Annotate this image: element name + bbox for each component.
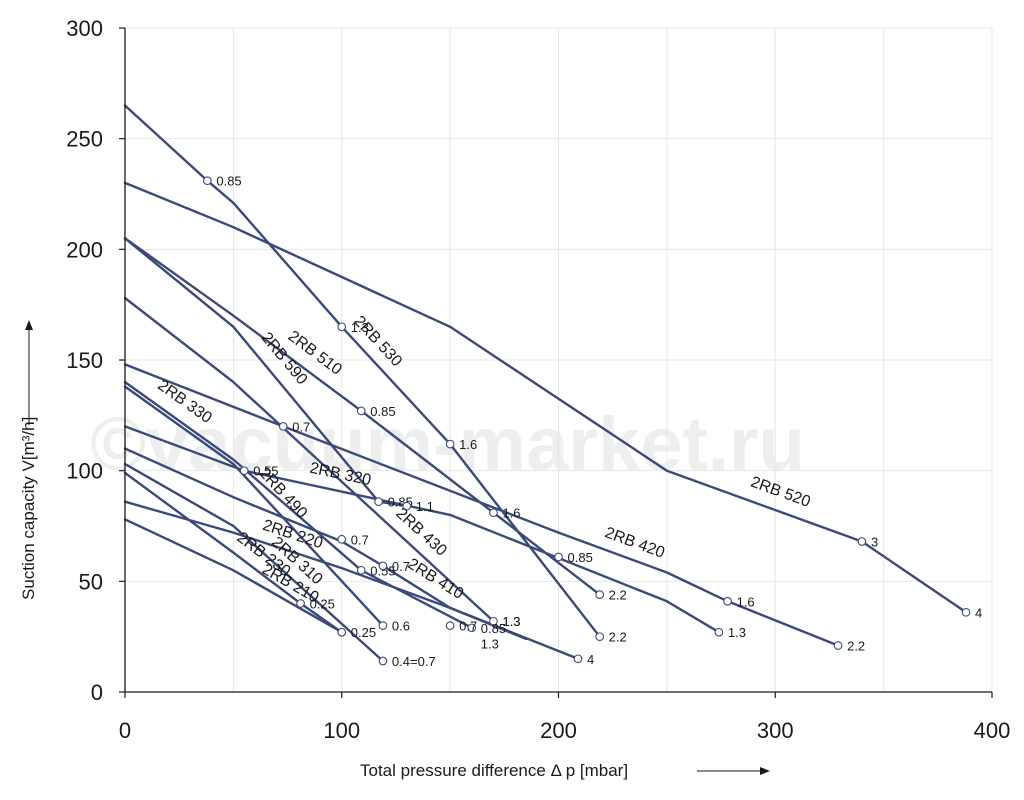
marker-2rb-410-2 [445, 621, 455, 630]
marker-2rb-410-0 [337, 534, 347, 544]
series-label-2rb-420: 2RB 420 [603, 524, 667, 561]
y-axis-arrow [25, 320, 33, 425]
y-tick-label-100: 100 [66, 459, 103, 484]
axes [119, 27, 993, 698]
marker-2rb-420-3 [833, 641, 843, 650]
series-curves [123, 104, 968, 663]
y-tick-label-300: 300 [66, 16, 103, 41]
marker-2rb-420-0 [278, 422, 288, 431]
marker-label-2rb-330-1: 0.85 [481, 621, 506, 636]
marker-2rb-590-1 [402, 501, 412, 511]
marker-2rb-520-0 [857, 537, 867, 546]
marker-2rb-590-0 [374, 497, 383, 507]
marker-label-2rb-590-1: 1.1 [416, 499, 434, 514]
marker-2rb-320-0 [239, 466, 249, 476]
x-tick-label-0: 0 [119, 718, 131, 743]
y-tick-label-0: 0 [91, 680, 103, 705]
curve-2rb-430 [123, 296, 495, 623]
grid [125, 27, 993, 692]
marker-2rb-430-0 [489, 616, 498, 626]
marker-label-2rb-310-0: 0.4=0.7 [392, 654, 436, 669]
marker-label-2rb-420-0: 0.7 [292, 419, 310, 434]
y-tick-label-250: 250 [66, 127, 103, 152]
curve-2rb-230 [123, 471, 343, 634]
marker-2rb-420-1 [554, 552, 563, 562]
marker-2rb-530-3 [595, 632, 605, 642]
marker-label-2rb-520-1: 4 [975, 605, 982, 620]
x-tick-label-400: 400 [974, 718, 1011, 743]
marker-2rb-320-1 [714, 627, 724, 637]
marker-2rb-420-2 [723, 596, 732, 606]
curve-2rb-210 [123, 518, 343, 634]
marker-label-2rb-520-0: 3 [871, 534, 878, 549]
curve-2rb-220 [123, 500, 528, 641]
extra-label-1: 1.3 [481, 636, 499, 651]
marker-2rb-530-2 [445, 439, 455, 449]
x-axis-arrow [697, 767, 770, 775]
y-tick-label-150: 150 [66, 348, 103, 373]
curve-2rb-530 [123, 104, 601, 638]
marker-2rb-310-0 [378, 656, 388, 666]
marker-label-2rb-420-1: 0.85 [568, 550, 593, 565]
curve-2rb-590 [123, 237, 408, 508]
marker-label-2rb-230-1: 0.25 [351, 625, 376, 640]
marker-label-2rb-530-3: 2.2 [609, 630, 627, 645]
marker-label-2rb-420-3: 2.2 [847, 639, 865, 654]
curve-2rb-330 [123, 380, 473, 629]
tick-labels: 0 50 100 150 200 250 300 0 100 200 300 400 [66, 16, 1010, 743]
series-label-2rb-530: 2RB 530 [350, 313, 405, 370]
marker-label-2rb-410-1: 0.7 [392, 559, 410, 574]
marker-label-2rb-510-2: 2.2 [609, 588, 627, 603]
x-tick-label-300: 300 [757, 718, 794, 743]
curve-2rb-520 [123, 181, 968, 614]
marker-label-2rb-490-0: 0.6 [392, 619, 410, 634]
y-tick-label-50: 50 [79, 569, 103, 594]
marker-label-2rb-410-2: 0.7 [459, 619, 477, 634]
marker-label-2rb-510-0: 0.85 [370, 404, 395, 419]
marker-2rb-490-0 [378, 621, 388, 630]
marker-label-2rb-530-1: 1.3 [351, 320, 369, 335]
marker-2rb-530-1 [337, 322, 347, 332]
marker-2rb-410-1 [378, 561, 388, 571]
marker-label-2rb-230-0: 0.25 [310, 596, 335, 611]
marker-label-2rb-320-0: 0.55 [253, 464, 278, 479]
marker-label-2rb-410-0: 0.7 [351, 532, 369, 547]
marker-2rb-510-2 [595, 590, 605, 599]
marker-2rb-510-0 [356, 406, 366, 416]
marker-2rb-230-1 [337, 627, 347, 637]
marker-label-2rb-410-3: 4 [587, 652, 594, 667]
marker-2rb-530-0 [203, 176, 212, 186]
marker-label-2rb-530-0: 0.85 [216, 174, 241, 189]
marker-2rb-510-1 [489, 508, 498, 518]
marker-label-2rb-420-2: 1.6 [737, 594, 755, 609]
curve-2rb-310 [123, 462, 385, 663]
marker-label-2rb-330-0: 0.55 [370, 563, 395, 578]
marker-2rb-230-0 [296, 599, 305, 608]
marker-label-2rb-530-2: 1.6 [459, 437, 477, 452]
marker-label-2rb-320-1: 1.3 [728, 625, 746, 640]
marker-label-2rb-430-0: 1.3 [502, 614, 520, 629]
extra-label-0: 1.3 [502, 614, 520, 629]
x-tick-label-100: 100 [323, 718, 360, 743]
x-axis-title: Total pressure difference Δ p [mbar] [360, 761, 628, 780]
marker-2rb-330-0 [356, 565, 366, 575]
operating-points: 340.851.31.62.20.851.62.20.85 1.10.70.851… [203, 174, 982, 669]
y-axis-title: Suction capacity V[m³/h] [19, 417, 38, 600]
y-tick-label-200: 200 [66, 237, 103, 262]
curve-2rb-420 [123, 363, 840, 647]
x-tick-label-200: 200 [540, 718, 577, 743]
marker-label-2rb-510-1: 1.6 [502, 506, 520, 521]
curve-2rb-490 [123, 385, 385, 627]
marker-2rb-410-3 [573, 654, 583, 664]
curve-2rb-320 [123, 425, 721, 634]
marker-2rb-520-1 [961, 607, 971, 617]
marker-2rb-330-1 [467, 623, 477, 633]
